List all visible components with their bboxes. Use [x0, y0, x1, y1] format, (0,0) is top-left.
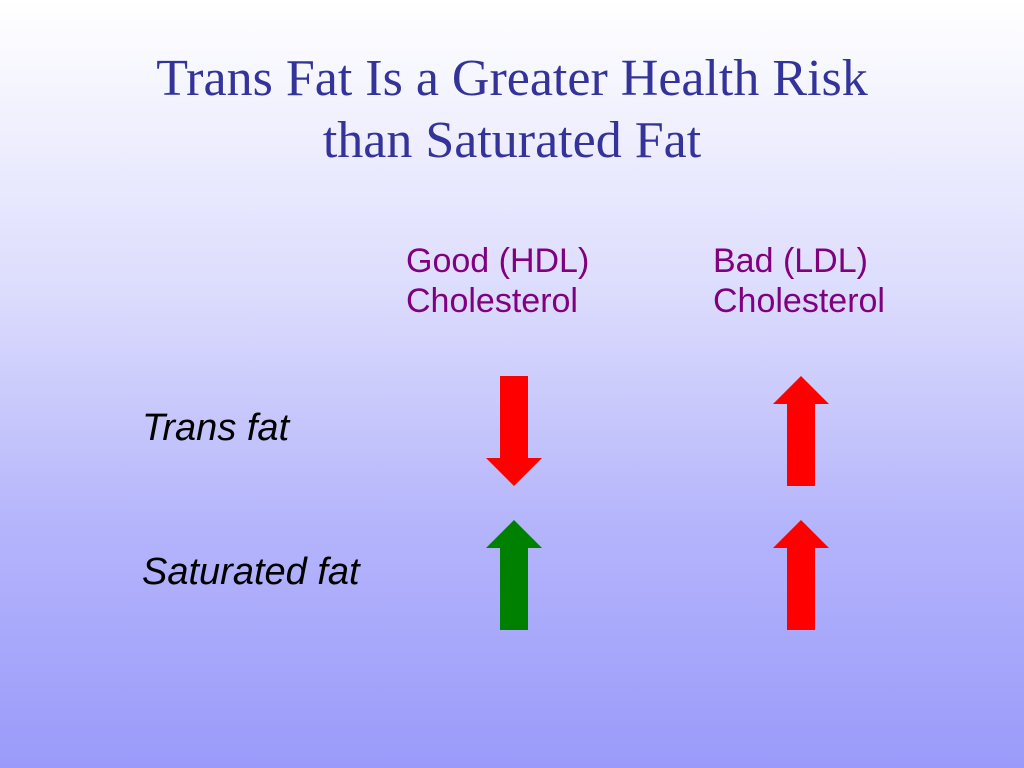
- arrow-shape: [773, 520, 829, 630]
- slide-title: Trans Fat Is a Greater Health Risk than …: [0, 48, 1024, 172]
- column-header-hdl-line-2: Cholesterol: [406, 282, 578, 320]
- arrow-shape: [486, 520, 542, 630]
- trans-fat-ldl-arrow-icon: [773, 376, 829, 486]
- trans-fat-hdl-arrow-icon: [486, 376, 542, 486]
- slide-title-line-1: Trans Fat Is a Greater Health Risk: [156, 50, 868, 107]
- row-label-saturated-fat: Saturated fat: [142, 551, 360, 593]
- saturated-fat-ldl-arrow-icon: [773, 520, 829, 630]
- row-label-trans-fat: Trans fat: [142, 407, 290, 449]
- arrow-shape: [773, 376, 829, 486]
- column-header-ldl-line-2: Cholesterol: [713, 282, 885, 320]
- column-header-ldl: Bad (LDL) Cholesterol: [713, 241, 885, 321]
- arrow-shape: [486, 376, 542, 486]
- column-header-hdl: Good (HDL) Cholesterol: [406, 241, 589, 321]
- saturated-fat-hdl-arrow-icon: [486, 520, 542, 630]
- slide-title-line-2: than Saturated Fat: [322, 112, 702, 169]
- column-header-hdl-line-1: Good (HDL): [406, 242, 590, 280]
- column-header-ldl-line-1: Bad (LDL): [713, 242, 868, 280]
